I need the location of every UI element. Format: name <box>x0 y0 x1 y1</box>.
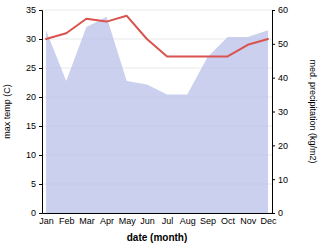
tick-label: Jan <box>39 216 54 226</box>
y-tick: 25 <box>26 63 42 73</box>
x-tick: Oct <box>221 213 236 226</box>
tick-label: Dec <box>260 216 277 226</box>
tick-mark <box>272 44 275 45</box>
x-tick: Mar <box>79 213 95 226</box>
tick-label: Aug <box>180 216 196 226</box>
x-tick: May <box>119 213 137 226</box>
tick-mark <box>39 10 42 11</box>
x-tick: Jun <box>140 213 155 226</box>
tick-label: 5 <box>31 179 36 189</box>
y2-axis: 0 10 20 30 40 50 60 <box>272 5 288 218</box>
tick-label: 10 <box>278 175 288 185</box>
line <box>46 16 268 57</box>
y-axis-title: max temp (C) <box>2 84 12 139</box>
tick-mark <box>272 145 275 146</box>
y2-tick: 10 <box>272 175 288 185</box>
axis-line <box>43 213 273 214</box>
x-tick: Apr <box>100 213 114 226</box>
x-axis: Jan Feb Mar Apr MayJun Jul Aug Sep Oct NovDec <box>39 213 277 226</box>
chart-container: JanFebMarAprMayJunJulAugSepOctNovDec0510… <box>0 0 318 247</box>
tick-label: Oct <box>221 216 236 226</box>
tick-label: May <box>119 216 137 226</box>
y-tick: 20 <box>26 92 42 102</box>
y-tick: 5 <box>31 179 42 189</box>
tick-label: Feb <box>59 216 75 226</box>
y2-tick: 40 <box>272 73 288 83</box>
axis-line <box>39 11 43 214</box>
x-axis-title: date (month) <box>127 232 188 243</box>
tick-label: 35 <box>26 5 36 15</box>
tick-mark <box>39 68 42 69</box>
tick-label: 60 <box>278 5 288 15</box>
tick-mark <box>39 155 42 156</box>
x-tick: Sep <box>200 213 216 226</box>
tick-label: 30 <box>26 34 36 44</box>
tick-label: 25 <box>26 63 36 73</box>
tick-label: Nov <box>240 216 257 226</box>
tick-label: 0 <box>278 208 283 218</box>
tick-label: 30 <box>278 107 288 117</box>
tick-mark <box>39 213 42 214</box>
tick-mark <box>272 213 275 214</box>
y2-tick: 20 <box>272 141 288 151</box>
y-axis: 0 5 10 15 20 25 30 35 <box>26 5 43 218</box>
y-tick: 10 <box>26 150 42 160</box>
tick-label: 0 <box>31 208 36 218</box>
tick-label: 20 <box>26 92 36 102</box>
area <box>46 17 268 213</box>
x-tick: Jul <box>162 213 174 226</box>
tick-mark <box>39 97 42 98</box>
tick-mark <box>272 10 275 11</box>
axis-line <box>273 11 276 214</box>
tick-mark <box>39 126 42 127</box>
tick-label: 40 <box>278 73 288 83</box>
plot: JanFebMarAprMayJunJulAugSepOctNovDec0510… <box>26 5 288 226</box>
tick-label: 10 <box>26 150 36 160</box>
tick-label: 50 <box>278 39 288 49</box>
tick-label: 20 <box>278 141 288 151</box>
tick-mark <box>39 39 42 40</box>
y2-tick: 60 <box>272 5 288 15</box>
grid-line <box>42 10 272 11</box>
tick-mark <box>39 184 42 185</box>
y-tick: 15 <box>26 121 42 131</box>
tick-label: Mar <box>79 216 95 226</box>
y2-tick: 30 <box>272 107 288 117</box>
x-tick: Aug <box>180 213 196 226</box>
y2-tick: 50 <box>272 39 288 49</box>
tick-mark <box>272 112 275 113</box>
tick-label: Sep <box>200 216 216 226</box>
y2-tick: 0 <box>272 208 283 218</box>
y-tick: 30 <box>26 34 42 44</box>
y-tick: 0 <box>31 208 42 218</box>
tick-label: Jun <box>140 216 155 226</box>
grid <box>42 10 272 213</box>
tick-mark <box>272 179 275 180</box>
marks <box>46 16 268 213</box>
x-tick: Jan <box>39 213 54 226</box>
y-tick: 35 <box>26 5 42 15</box>
x-tick: Nov <box>240 213 257 226</box>
tick-mark <box>272 78 275 79</box>
tick-label: Apr <box>100 216 114 226</box>
x-tick: Feb <box>59 213 75 226</box>
y2-axis-title: med. precipitation (kg/m2) <box>308 59 318 163</box>
x-tick: Dec <box>260 213 277 226</box>
tick-label: 15 <box>26 121 36 131</box>
tick-label: Jul <box>162 216 174 226</box>
chart: JanFebMarAprMayJunJulAugSepOctNovDec0510… <box>0 0 318 247</box>
